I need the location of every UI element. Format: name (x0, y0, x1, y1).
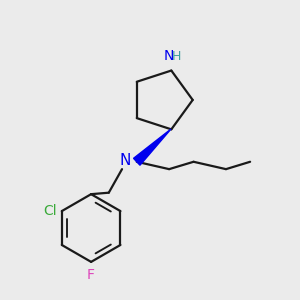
Text: H: H (172, 50, 181, 63)
Text: N: N (164, 49, 174, 63)
Text: F: F (87, 268, 95, 282)
Polygon shape (134, 129, 171, 165)
Text: N: N (119, 153, 131, 168)
Text: Cl: Cl (44, 204, 57, 218)
